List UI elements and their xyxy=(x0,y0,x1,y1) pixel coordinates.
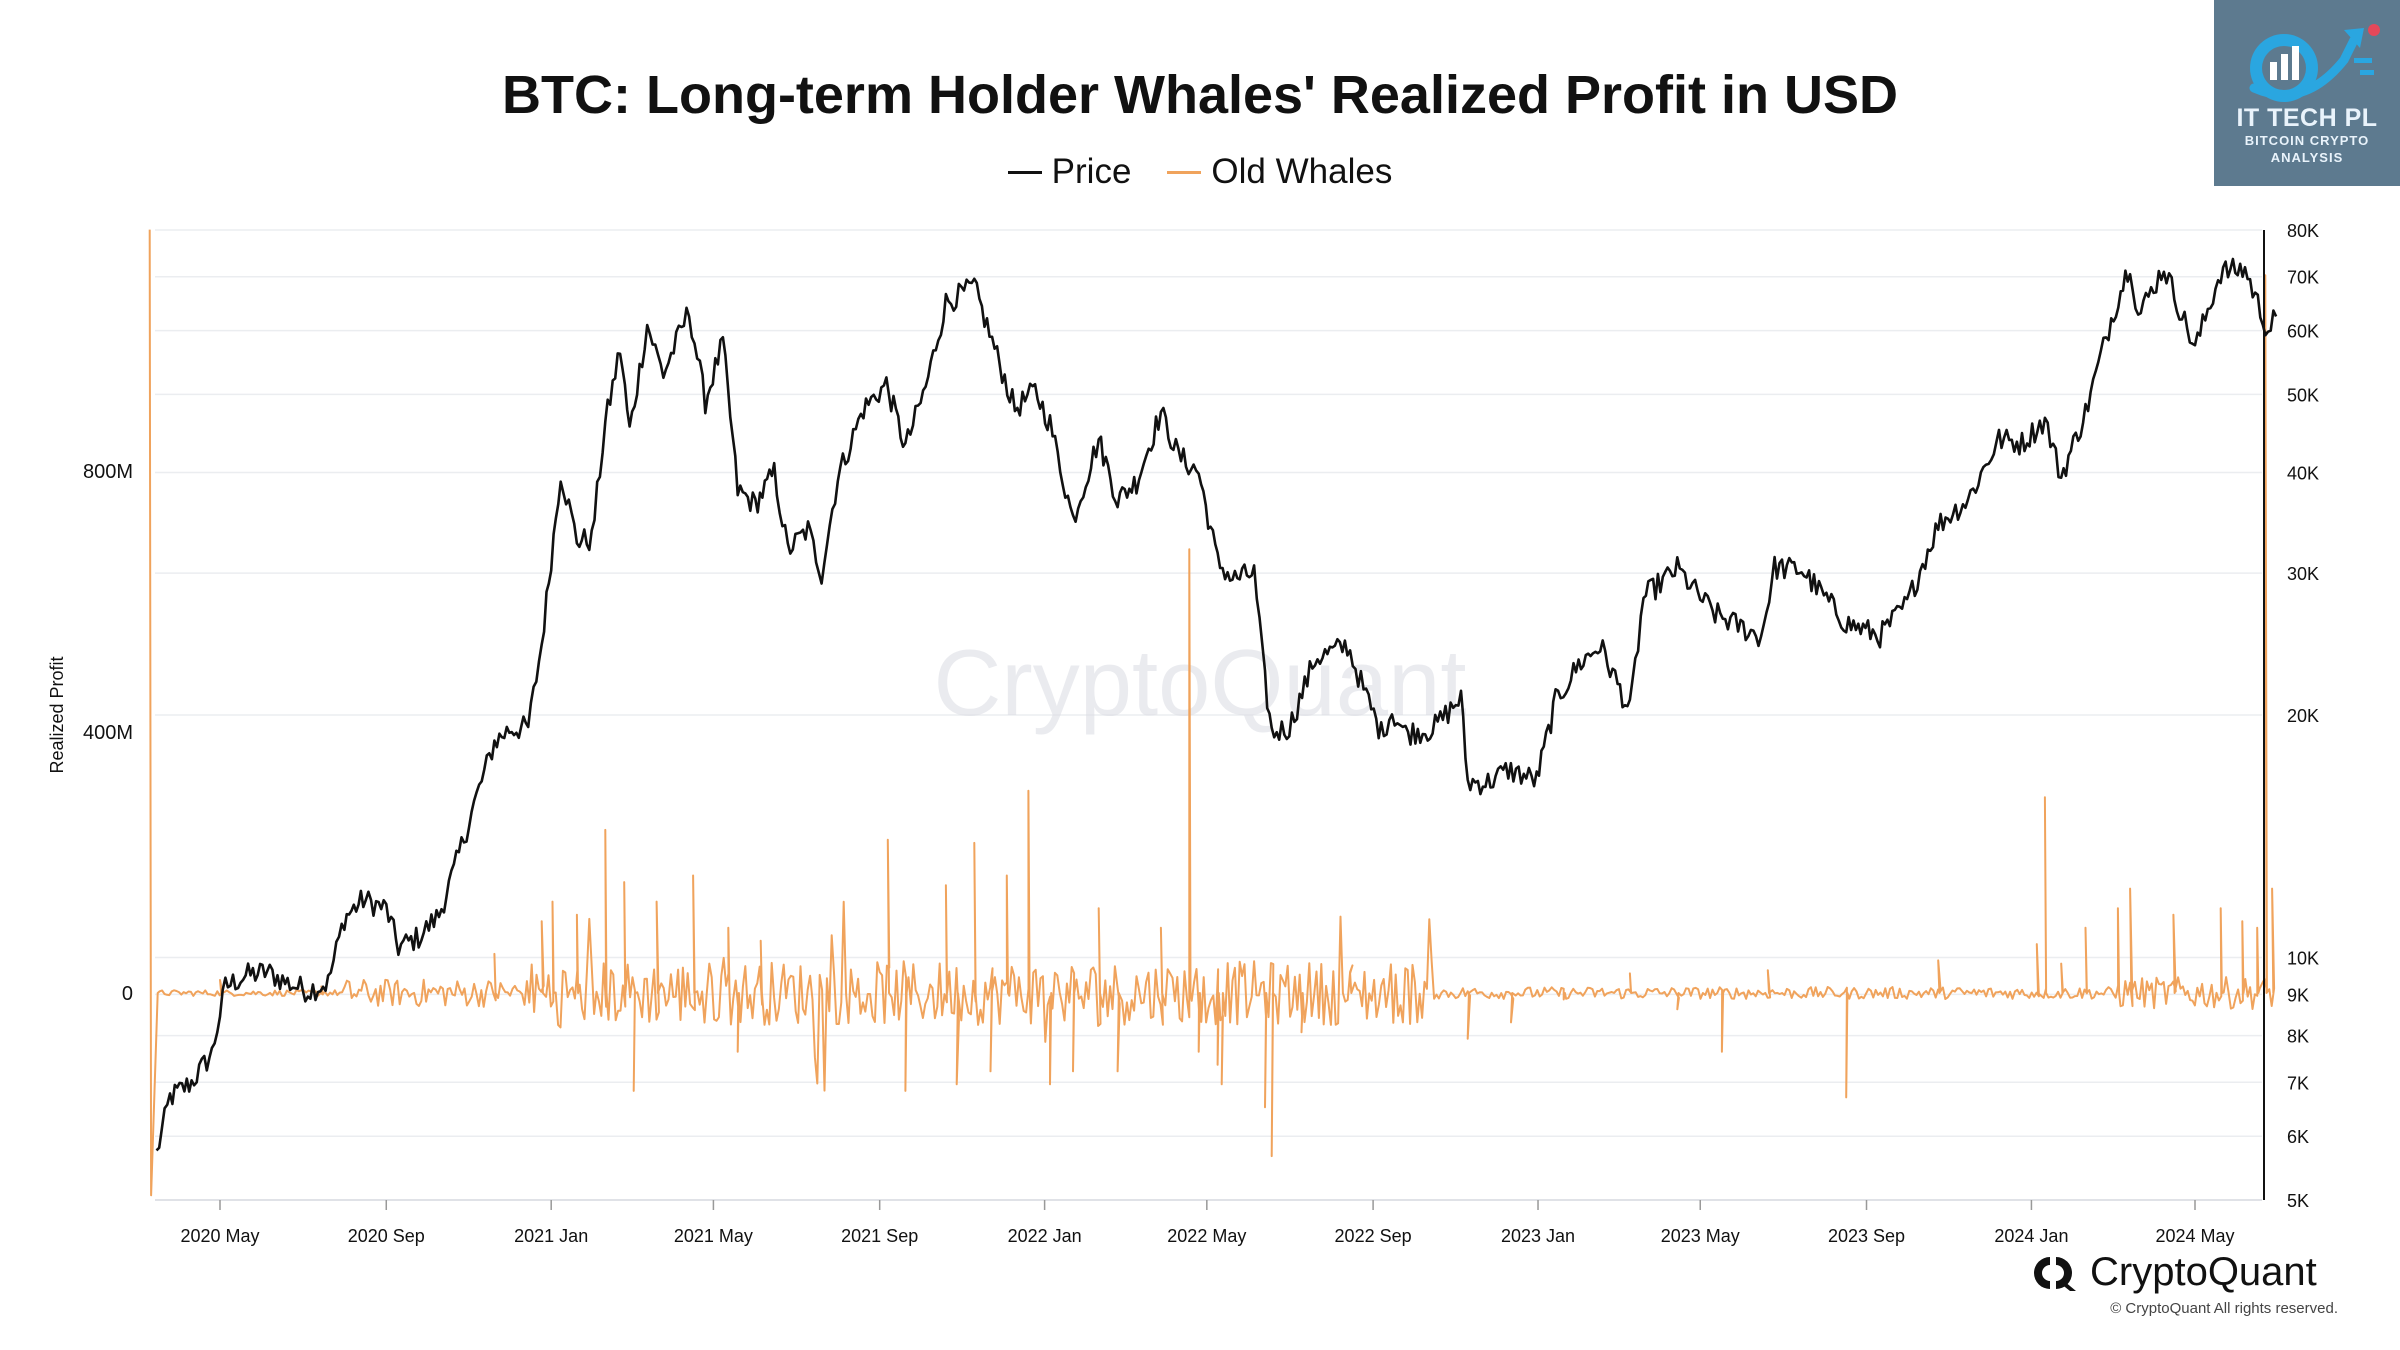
badge-title: IT TECH PL xyxy=(2236,104,2378,132)
right-tick-label: 40K xyxy=(2287,464,2319,484)
right-tick-label: 9K xyxy=(2287,985,2309,1005)
copyright-text: © CryptoQuant All rights reserved. xyxy=(2110,1300,2338,1317)
watermark: CryptoQuant xyxy=(934,630,1467,735)
left-tick-label: 400M xyxy=(83,722,133,744)
left-tick-label: 800M xyxy=(83,461,133,483)
legend-label-old-whales: Old Whales xyxy=(1211,152,1393,191)
x-tick-label: 2022 Sep xyxy=(1335,1226,1412,1246)
x-tick-label: 2020 Sep xyxy=(348,1226,425,1246)
left-tick-label: 0 xyxy=(122,983,133,1005)
y-axis-label: Realized Profit xyxy=(47,656,67,773)
x-tick-label: 2020 May xyxy=(180,1226,259,1246)
x-tick-label: 2021 Sep xyxy=(841,1226,918,1246)
right-axis-ticks: 5K 6K 7K 8K 9K 10K 20K 30K 40K 50K 60K 70K 80K xyxy=(2287,221,2319,1211)
right-tick-label: 7K xyxy=(2287,1073,2309,1093)
badge-subtitle: BITCOIN CRYPTO ANALYSIS xyxy=(2244,133,2370,165)
brand-logo: CryptoQuant xyxy=(2030,1250,2317,1295)
legend-item-old-whales[interactable]: Old Whales xyxy=(1167,152,1392,192)
x-tick-label: 2022 Jan xyxy=(1008,1226,1082,1246)
legend-item-price[interactable]: Price xyxy=(1007,152,1132,192)
series-line-old-whales xyxy=(148,229,2276,1197)
legend-label-price: Price xyxy=(1051,152,1132,191)
right-tick-label: 80K xyxy=(2287,221,2319,241)
left-axis-ticks: 0 400M 800M xyxy=(83,461,133,1005)
x-tick-label: 2023 Sep xyxy=(1828,1226,1905,1246)
right-tick-label: 8K xyxy=(2287,1027,2309,1047)
x-tick-label: 2024 Jan xyxy=(1994,1226,2068,1246)
x-tick-label: 2022 May xyxy=(1167,1226,1246,1246)
chart-growth-icon xyxy=(2249,24,2380,102)
x-tick-label: 2023 May xyxy=(1661,1226,1740,1246)
x-tick-label: 2021 Jan xyxy=(514,1226,588,1246)
right-tick-label: 5K xyxy=(2287,1191,2309,1211)
right-tick-label: 20K xyxy=(2287,706,2319,726)
legend-swatch-price xyxy=(1007,170,1042,174)
brand-name: CryptoQuant xyxy=(2090,1250,2317,1294)
x-tick-label: 2023 Jan xyxy=(1501,1226,1575,1246)
legend-swatch-old-whales xyxy=(1167,170,1202,174)
x-tick-label: 2024 May xyxy=(2155,1226,2234,1246)
brand-badge: IT TECH PL BITCOIN CRYPTO ANALYSIS xyxy=(2214,0,2400,186)
chart-legend: Price Old Whales xyxy=(0,152,2400,192)
x-axis-ticks: 2020 May 2020 Sep 2021 Jan 2021 May 2021 Sep… xyxy=(155,1199,2262,1246)
right-tick-label: 70K xyxy=(2287,268,2319,288)
cryptoquant-logo-icon xyxy=(2034,1256,2076,1291)
x-tick-label: 2021 May xyxy=(674,1226,753,1246)
series-line-price xyxy=(155,257,2278,1152)
chart-title: BTC: Long-term Holder Whales' Realized P… xyxy=(502,65,1898,125)
right-tick-label: 10K xyxy=(2287,949,2319,969)
right-tick-label: 50K xyxy=(2287,385,2319,405)
right-tick-label: 6K xyxy=(2287,1127,2309,1147)
right-tick-label: 30K xyxy=(2287,564,2319,584)
right-tick-label: 60K xyxy=(2287,322,2319,342)
